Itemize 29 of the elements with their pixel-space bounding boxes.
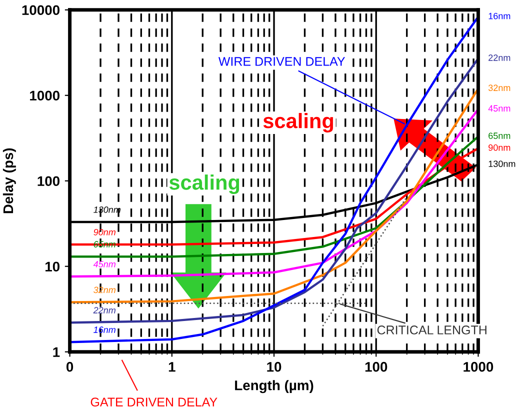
annotation: scaling bbox=[169, 174, 240, 194]
annotation: CRITICAL LENGTH bbox=[377, 326, 486, 334]
x-axis-title: Length (µm) bbox=[235, 380, 314, 394]
text: 130nm bbox=[488, 160, 516, 168]
x-tick-label: 0 bbox=[66, 362, 74, 372]
x-tick-label: 1000 bbox=[464, 362, 494, 372]
text: 22nm bbox=[488, 54, 510, 61]
series-label: 16nm bbox=[94, 326, 116, 333]
text: 90nm bbox=[488, 144, 510, 151]
series-label: 45nm bbox=[93, 261, 116, 268]
annotation: scaling bbox=[263, 112, 334, 132]
text: 16nm bbox=[488, 12, 510, 20]
series-label: 90nm bbox=[94, 228, 116, 236]
y-tick-label: 10000 bbox=[22, 5, 60, 16]
y-tick-label: 1000 bbox=[30, 90, 60, 101]
series-label: 22nm bbox=[93, 307, 116, 314]
x-tick-label: 1 bbox=[168, 362, 176, 372]
series-label: 130nm bbox=[94, 206, 121, 213]
y-tick-label: 100 bbox=[38, 176, 60, 186]
y-tick-label: 10 bbox=[46, 262, 60, 272]
text: 45nm bbox=[488, 105, 510, 112]
x-tick-label: 10 bbox=[267, 362, 282, 372]
text: 32nm bbox=[488, 84, 510, 92]
y-tick-label: 1 bbox=[53, 347, 60, 357]
text: 65nm bbox=[488, 132, 510, 139]
text: GATE DRIVEN DELAY bbox=[90, 398, 218, 406]
x-tick-label: 100 bbox=[365, 362, 388, 372]
y-axis-title: Delay (ps) bbox=[2, 148, 16, 214]
annotation: WIRE DRIVEN DELAY bbox=[218, 57, 346, 66]
